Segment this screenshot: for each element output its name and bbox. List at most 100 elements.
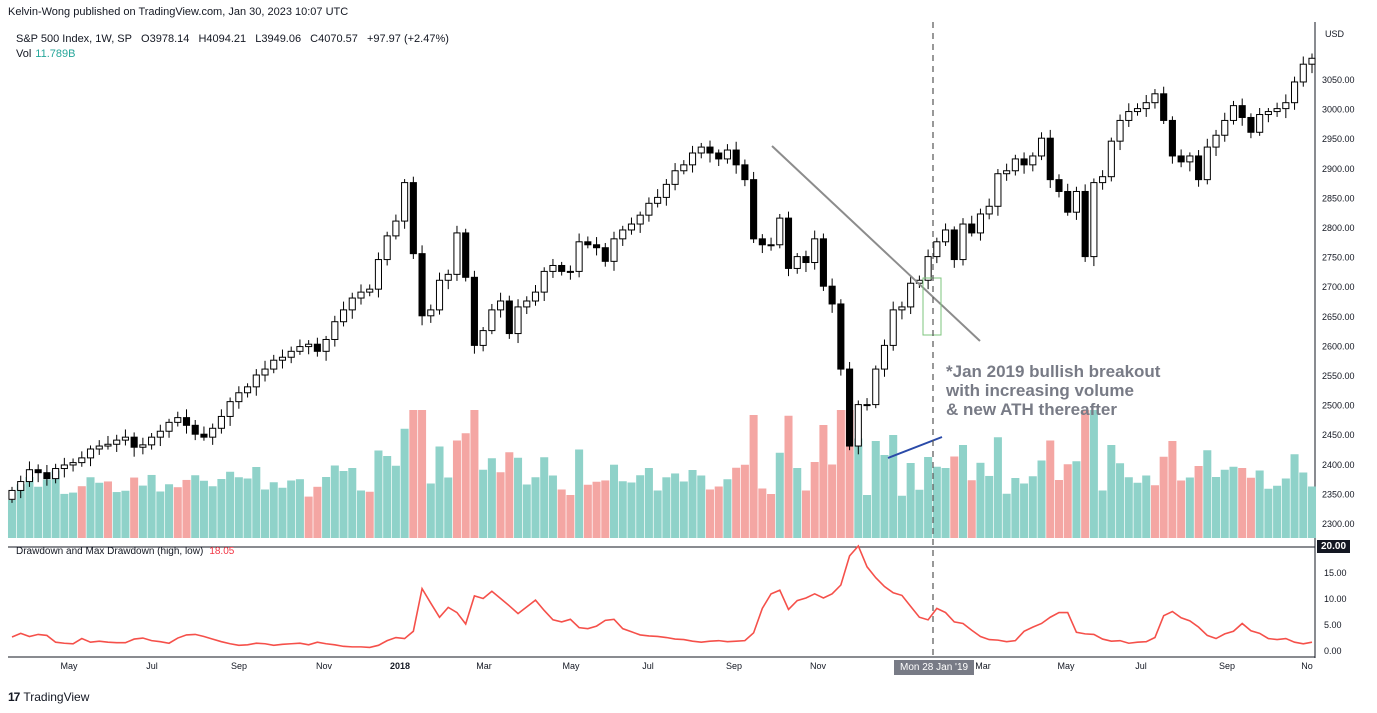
candle-body — [1133, 108, 1142, 113]
candle-body — [872, 368, 880, 406]
candle-body — [811, 238, 819, 264]
candle-body — [715, 152, 723, 160]
symbol-name[interactable]: S&P 500 Index, 1W, SP — [16, 33, 132, 45]
candle-body — [165, 421, 173, 432]
volume-bar — [165, 484, 174, 538]
drawdown-tick-label: 10.00 — [1324, 594, 1347, 604]
candle-body — [627, 223, 636, 231]
volume-bar — [112, 492, 121, 538]
candle-body — [322, 338, 330, 352]
volume-bar — [42, 479, 51, 538]
candle-body — [1072, 190, 1080, 213]
breakout-highlight-box[interactable] — [922, 277, 942, 336]
candle-body — [1264, 111, 1272, 116]
volume-bar — [749, 415, 758, 538]
price-tick-label: 2600.00 — [1322, 341, 1355, 351]
candle-body — [296, 346, 304, 352]
candle-body — [907, 282, 915, 308]
volume-bar — [932, 466, 941, 538]
candle-body — [1116, 119, 1124, 142]
volume-bar — [217, 479, 226, 538]
volume-label[interactable]: Vol — [16, 48, 32, 60]
time-tick-label: Mar — [476, 661, 492, 671]
volume-bar — [95, 482, 104, 538]
candle-body — [505, 300, 513, 335]
candle-body — [1029, 155, 1037, 166]
candle-body — [270, 359, 278, 370]
chart-canvas[interactable]: USD 3050.00 3000.00 2950.00 2900.00 2850.00 28… — [0, 22, 1377, 682]
candle-body — [488, 309, 496, 332]
candle-body — [1046, 137, 1054, 181]
volume-bar — [583, 484, 592, 538]
footer-brand[interactable]: TradingView — [23, 690, 90, 704]
candle-body — [191, 424, 199, 435]
volume-bar — [391, 465, 400, 538]
volume-bar — [1063, 464, 1072, 538]
candle-body — [942, 229, 950, 243]
volume-bar — [121, 490, 130, 538]
candle-body — [636, 214, 644, 225]
tradingview-logo-icon[interactable]: 17 — [8, 690, 20, 704]
resistance-trendline[interactable] — [771, 145, 981, 342]
crosshair-date-label: Mon 28 Jan '19 — [894, 660, 975, 675]
volume-bar — [610, 464, 619, 538]
volume-bar — [1046, 440, 1055, 538]
volume-bar — [863, 495, 872, 538]
candle-body — [889, 309, 897, 346]
candle-body — [1177, 155, 1185, 163]
candle-body — [43, 472, 51, 480]
volume-bar — [1124, 477, 1133, 538]
candle-body — [654, 196, 662, 204]
time-tick-label: Mar — [975, 661, 991, 671]
candle-body — [706, 146, 714, 154]
volume-bar — [295, 479, 304, 538]
candle-body — [697, 146, 705, 154]
footer: 17 TradingView — [8, 690, 89, 704]
volume-bar — [51, 470, 60, 538]
candle-body — [1168, 119, 1176, 157]
drawdown-axis-marker: 20.00 — [1317, 540, 1351, 553]
volume-bar — [1185, 477, 1194, 538]
volume-bar — [836, 410, 845, 538]
volume-bar — [958, 445, 968, 538]
candle-body — [601, 247, 609, 262]
drawdown-label[interactable]: Drawdown and Max Drawdown (high, low) — [16, 546, 204, 557]
candle-body — [1081, 190, 1089, 258]
candle-body — [1151, 93, 1159, 104]
price-tick-label: 2950.00 — [1322, 134, 1355, 144]
volume-bar — [671, 473, 680, 538]
candle-body — [619, 229, 627, 240]
volume-bar — [505, 452, 514, 538]
candle-body — [994, 173, 1002, 207]
candle-body — [680, 164, 688, 172]
volume-bar — [924, 457, 933, 538]
volume-bar — [1081, 410, 1090, 538]
candle-body — [1160, 93, 1168, 121]
price-tick-label: 2300.00 — [1322, 519, 1355, 529]
candle-body — [584, 241, 592, 246]
candle-body — [130, 436, 138, 448]
candle-body — [523, 300, 531, 308]
volume-bar — [1255, 470, 1264, 538]
price-tick-label: 2900.00 — [1322, 164, 1355, 174]
volume-bar — [470, 410, 479, 538]
candle-body — [531, 291, 540, 302]
ohlc-high: H4094.21 — [198, 33, 247, 45]
volume-bar — [1054, 480, 1063, 538]
volume-bar — [1203, 450, 1212, 538]
volume-bar — [1264, 488, 1273, 538]
volume-bar — [1037, 460, 1046, 538]
time-tick-label: May — [60, 661, 78, 671]
symbol-legend: S&P 500 Index, 1W, SP O3978.14 H4094.21 … — [16, 33, 455, 45]
breakout-annotation: *Jan 2019 bullish breakout with increasi… — [946, 362, 1161, 419]
volume-bar — [1116, 463, 1125, 538]
volume-bar — [278, 487, 287, 538]
candle-body — [209, 427, 217, 438]
time-tick-label: Sep — [726, 661, 742, 671]
volume-bar — [7, 500, 17, 538]
volume-bar — [1168, 441, 1177, 538]
volume-bar — [34, 486, 43, 538]
candle-body — [566, 270, 574, 273]
candle-body — [549, 264, 557, 272]
volume-bar — [479, 469, 488, 538]
